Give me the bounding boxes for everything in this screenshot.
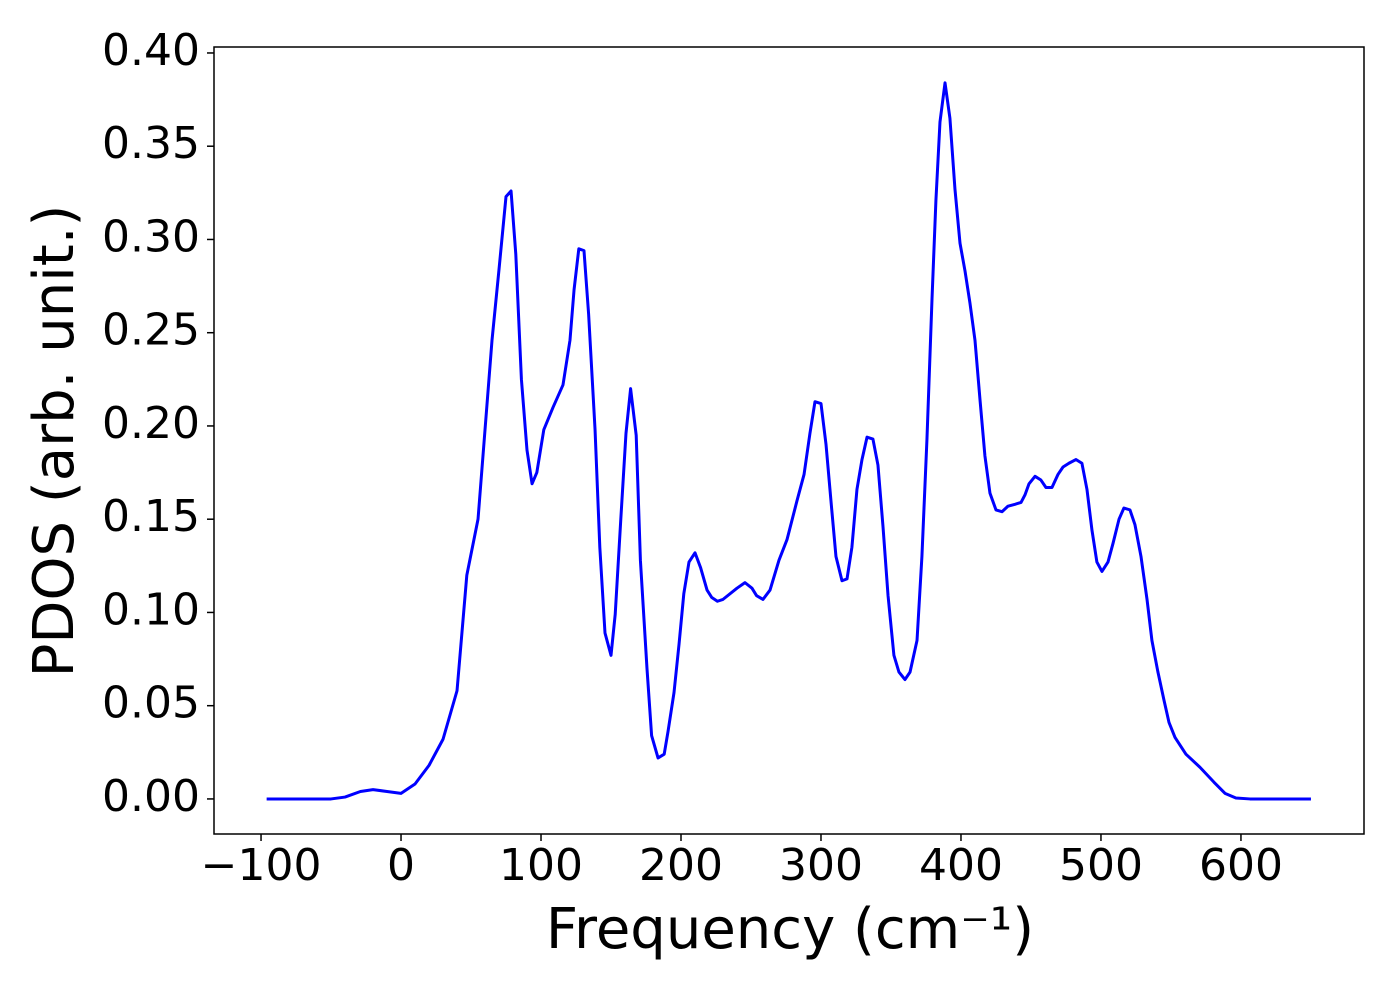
x-axis-label: Frequency (cm⁻¹) [546, 897, 1034, 962]
y-tick-label: 0.40 [102, 25, 200, 76]
y-tick-label: 0.20 [102, 398, 200, 449]
y-tick-label: 0.25 [102, 305, 200, 356]
x-tick-label: 0 [387, 840, 415, 891]
x-tick-label: 600 [1199, 840, 1283, 891]
x-tick-label: 500 [1059, 840, 1143, 891]
x-tick-label: 300 [779, 840, 863, 891]
y-tick-label: 0.15 [102, 491, 200, 542]
y-tick-label: 0.30 [102, 211, 200, 262]
x-tick-label: −100 [201, 840, 322, 891]
plot-frame [213, 46, 1365, 835]
x-tick-label: 400 [919, 840, 1003, 891]
y-tick-label: 0.35 [102, 118, 200, 169]
y-tick-label: 0.00 [102, 771, 200, 822]
y-axis-label: PDOS (arb. unit.) [22, 205, 87, 678]
y-tick-label: 0.05 [102, 678, 200, 729]
y-tick-label: 0.10 [102, 584, 200, 635]
x-tick-label: 100 [499, 840, 583, 891]
x-tick-label: 200 [639, 840, 723, 891]
line-series [266, 81, 1311, 801]
